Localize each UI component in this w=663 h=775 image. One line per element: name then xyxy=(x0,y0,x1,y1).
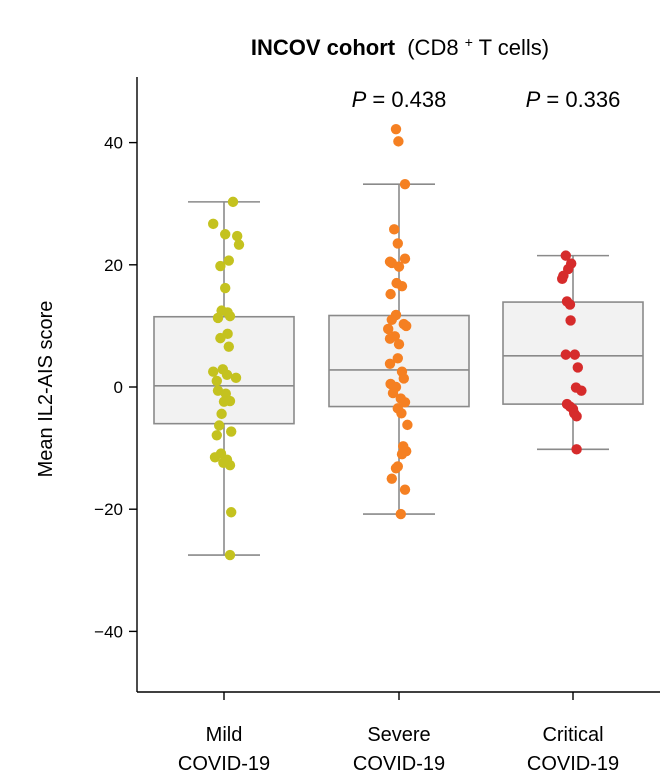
y-tick-label: 0 xyxy=(114,378,123,397)
data-point xyxy=(572,362,583,373)
data-point xyxy=(576,385,587,396)
x-tick-label-line1: Severe xyxy=(367,724,430,746)
data-point xyxy=(224,310,236,322)
data-point xyxy=(384,333,396,344)
x-tick-label-line1: Critical xyxy=(542,724,603,746)
data-point xyxy=(399,397,411,408)
chart-title: INCOV cohort (CD8 + T cells) xyxy=(251,27,549,60)
labels-layer: Mild COVID-19 Severe COVID-19 P = 0.438 Criti… xyxy=(94,87,620,775)
data-point xyxy=(220,229,231,240)
data-point xyxy=(223,255,234,266)
data-point xyxy=(565,315,576,326)
data-point xyxy=(232,230,243,242)
data-point xyxy=(230,372,242,384)
data-point xyxy=(396,280,408,292)
y-axis-label: Mean IL2-AIS score xyxy=(35,301,57,478)
x-tick-label-line1: Mild xyxy=(206,724,243,746)
data-point xyxy=(211,375,222,387)
p-value-number: = 0.438 xyxy=(366,87,446,112)
data-point xyxy=(218,457,229,468)
data-point xyxy=(214,420,225,431)
data-point xyxy=(402,419,413,431)
data-point xyxy=(212,385,224,396)
data-point xyxy=(226,507,237,518)
x-tick-label-line2: COVID-19 xyxy=(353,753,445,775)
p-value-symbol: P xyxy=(352,87,367,112)
data-point xyxy=(216,408,227,420)
data-point xyxy=(387,387,399,399)
data-point xyxy=(399,178,411,190)
data-point xyxy=(571,444,582,455)
data-point xyxy=(233,239,245,250)
data-point xyxy=(218,396,230,407)
p-value-number: = 0.336 xyxy=(540,87,620,112)
data-point xyxy=(386,473,397,484)
x-tick-label-line2: COVID-19 xyxy=(178,753,270,775)
chart-title-bold: INCOV cohort xyxy=(251,35,396,60)
y-tick-label: −40 xyxy=(94,622,123,641)
p-value-label: P = 0.438 xyxy=(352,87,447,112)
data-point xyxy=(223,341,234,352)
data-point xyxy=(386,314,397,325)
data-point xyxy=(215,260,226,272)
y-tick-label: 40 xyxy=(104,134,123,153)
data-point xyxy=(396,449,408,460)
data-point xyxy=(220,282,231,294)
data-point xyxy=(401,320,412,332)
data-point xyxy=(208,366,219,377)
data-point xyxy=(221,369,233,380)
data-point xyxy=(384,256,396,267)
data-point xyxy=(395,508,406,520)
data-point xyxy=(393,339,405,350)
p-value-symbol: P xyxy=(526,87,541,112)
p-value-label: P = 0.336 xyxy=(526,87,621,112)
y-tick-label: −20 xyxy=(94,500,123,519)
data-point xyxy=(385,288,396,300)
data-point xyxy=(384,358,396,369)
chart-title-sup: + xyxy=(465,34,473,50)
data-point xyxy=(390,123,402,135)
data-point xyxy=(212,312,224,324)
data-point xyxy=(393,136,404,147)
data-point xyxy=(398,373,409,384)
chart-title-rest: (CD8 xyxy=(407,35,458,60)
data-point xyxy=(399,484,411,495)
data-point xyxy=(569,349,580,360)
x-tick-label-line2: COVID-19 xyxy=(527,753,619,775)
data-point xyxy=(215,332,226,344)
data-point xyxy=(557,273,568,285)
data-point xyxy=(227,196,239,208)
data-point xyxy=(571,411,582,422)
axes-layer xyxy=(129,77,660,700)
data-point xyxy=(389,224,400,235)
y-tick-label: 20 xyxy=(104,256,123,275)
data-point xyxy=(564,299,576,310)
data-point xyxy=(393,261,405,272)
data-point xyxy=(211,430,222,441)
data-point xyxy=(390,463,402,474)
data-point xyxy=(560,250,571,261)
points-layer xyxy=(208,123,587,561)
data-point xyxy=(392,353,403,364)
data-point xyxy=(392,238,403,249)
data-point xyxy=(224,549,236,561)
data-point xyxy=(208,218,219,230)
data-point xyxy=(226,426,237,437)
data-point xyxy=(383,323,394,335)
data-point xyxy=(560,349,571,360)
data-point xyxy=(209,452,221,463)
data-point xyxy=(396,408,407,419)
chart-title-end: T cells) xyxy=(479,35,550,60)
data-point xyxy=(399,253,411,264)
